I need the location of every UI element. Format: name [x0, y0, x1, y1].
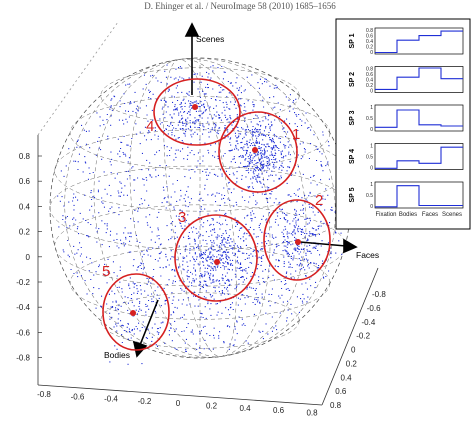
subplot-tick: 0.5: [366, 116, 373, 122]
sphere-gridlines: [49, 58, 351, 358]
vertical-tick-label: -0.8: [16, 354, 30, 363]
front-axis-ticks: -0.8 -0.6 -0.4 -0.2 0 0.2 0.4 0.6 0.8: [37, 390, 318, 417]
cluster-label-2: 2: [315, 192, 323, 209]
cluster-outlines: [102, 78, 331, 351]
subplot-tick: 0.6: [366, 33, 373, 39]
subplot-tick: 0.2: [366, 44, 373, 50]
subplot-tick: 0.8: [366, 28, 373, 34]
cluster-4-outline: [153, 78, 241, 146]
subplot-tick: 0.6: [366, 72, 373, 78]
cluster-label-5: 5: [102, 263, 110, 280]
subplot-tick: 0.8: [366, 66, 373, 72]
subplot-tick: 0.5: [366, 193, 373, 199]
side-axis-ticks: -0.8 -0.6 -0.4 -0.20 0.2 0.4 0.6 0.8: [330, 290, 386, 410]
subplot-label: SP 2: [349, 72, 356, 87]
side-tick-label: -0.8: [372, 290, 386, 299]
inset-category-label: Scenes: [442, 212, 462, 218]
subplot-step-line: [375, 67, 463, 90]
subplot-label: SP 4: [349, 149, 356, 164]
subplot-tick: 0: [370, 204, 373, 210]
subplot-tick: 0.4: [366, 77, 373, 83]
inset-subplot: SP 5 1 0.5 0: [349, 181, 464, 210]
cluster-1-outline: [218, 111, 298, 193]
cluster-2-outline: [263, 199, 331, 281]
subplot-step-line: [375, 30, 463, 54]
subplot-tick: 0: [370, 50, 373, 56]
front-tick-label: -0.6: [71, 392, 85, 401]
vertical-tick-label: 0.4: [19, 202, 31, 211]
vertical-tick-label: -0.4: [16, 303, 30, 312]
longitude-line: [93, 58, 307, 358]
front-tick-label: 0.4: [239, 404, 251, 413]
subplot-step-line: [375, 146, 463, 169]
subplot-tick: 1: [370, 182, 373, 188]
subplot-label: SP 5: [349, 187, 356, 202]
front-tick-label: -0.8: [37, 390, 51, 399]
side-tick-label: 0: [351, 346, 356, 355]
page-header: D. Ehinger et al. / NeuroImage 58 (2010)…: [144, 1, 336, 11]
vertical-tick-label: 0.2: [19, 228, 31, 237]
inset-subplot: SP 3 1 0.5 0: [349, 104, 464, 133]
subplot-tick: 0.4: [366, 39, 373, 45]
subplot-tick: 1: [370, 143, 373, 149]
side-tick-label: 0.8: [330, 401, 342, 410]
direction-vectors: [132, 22, 358, 358]
longitude-line: [64, 58, 336, 358]
cluster-3-outline: [174, 214, 258, 302]
subplot-tick: 0: [370, 127, 373, 133]
cluster-centers: [130, 104, 301, 316]
side-tick-label: 0.2: [346, 359, 358, 368]
front-tick-label: 0.8: [306, 408, 318, 417]
front-tick-label: 0: [176, 399, 181, 408]
side-tick-label: -0.4: [362, 318, 376, 327]
vertical-tick-label: -0.6: [16, 328, 30, 337]
inset-category-label: Bodies: [399, 212, 417, 218]
box-frame: [37, 21, 379, 406]
subplot-label: SP 3: [349, 110, 356, 125]
side-tick-label: -0.6: [367, 304, 381, 313]
vertical-tick-label: 0: [26, 253, 31, 262]
subplot-step-line: [375, 109, 463, 128]
cluster-5-outline: [102, 273, 170, 351]
side-tick-label: 0.4: [341, 373, 353, 382]
vector-label-bodies: Bodies: [104, 350, 130, 360]
front-tick-label: 0.2: [206, 402, 218, 411]
vertical-tick-label: -0.2: [16, 278, 30, 287]
vertical-tick-label: 0.6: [19, 177, 31, 186]
arrowhead-icon: [184, 22, 200, 37]
inset-category-label: Faces: [422, 212, 438, 218]
front-tick-label: -0.2: [138, 397, 152, 406]
inset-subplot: SP 2 0.80.60.40.20: [349, 66, 464, 94]
subplot-tick: 0.2: [366, 83, 373, 89]
inset-category-label: Fixation: [375, 212, 396, 218]
front-tick-label: 0.6: [273, 406, 285, 415]
cluster-label-4: 4: [146, 118, 154, 135]
cluster-label-1: 1: [292, 126, 300, 143]
inset-subplot: SP 1 0.80.60.40.20: [349, 27, 464, 56]
subplot-tick: 1: [370, 105, 373, 111]
sphere: [49, 57, 351, 359]
subplot-step-line: [375, 185, 463, 208]
vertical-axis-ticks: 0.8 0.6 0.4 0.2 0 -0.2 -0.4 -0.6 -0.8: [16, 152, 42, 363]
vertical-tick-label: 0.8: [19, 152, 31, 161]
subplot-tick: 0: [370, 165, 373, 171]
vector-label-scenes: Scenes: [196, 34, 224, 44]
inset-subplot: SP 4 1 0.5 0: [349, 143, 464, 171]
subplot-tick: 0.5: [366, 154, 373, 160]
side-tick-label: -0.2: [356, 332, 370, 341]
subplot-tick: 0: [370, 88, 373, 94]
cluster-label-3: 3: [178, 209, 186, 226]
arrowhead-icon: [343, 238, 358, 254]
side-tick-label: 0.6: [335, 387, 347, 396]
latitude-line: [54, 204, 346, 287]
vector-label-faces: Faces: [356, 250, 379, 260]
subplot-label: SP 1: [349, 33, 356, 48]
front-tick-label: -0.4: [104, 395, 118, 404]
